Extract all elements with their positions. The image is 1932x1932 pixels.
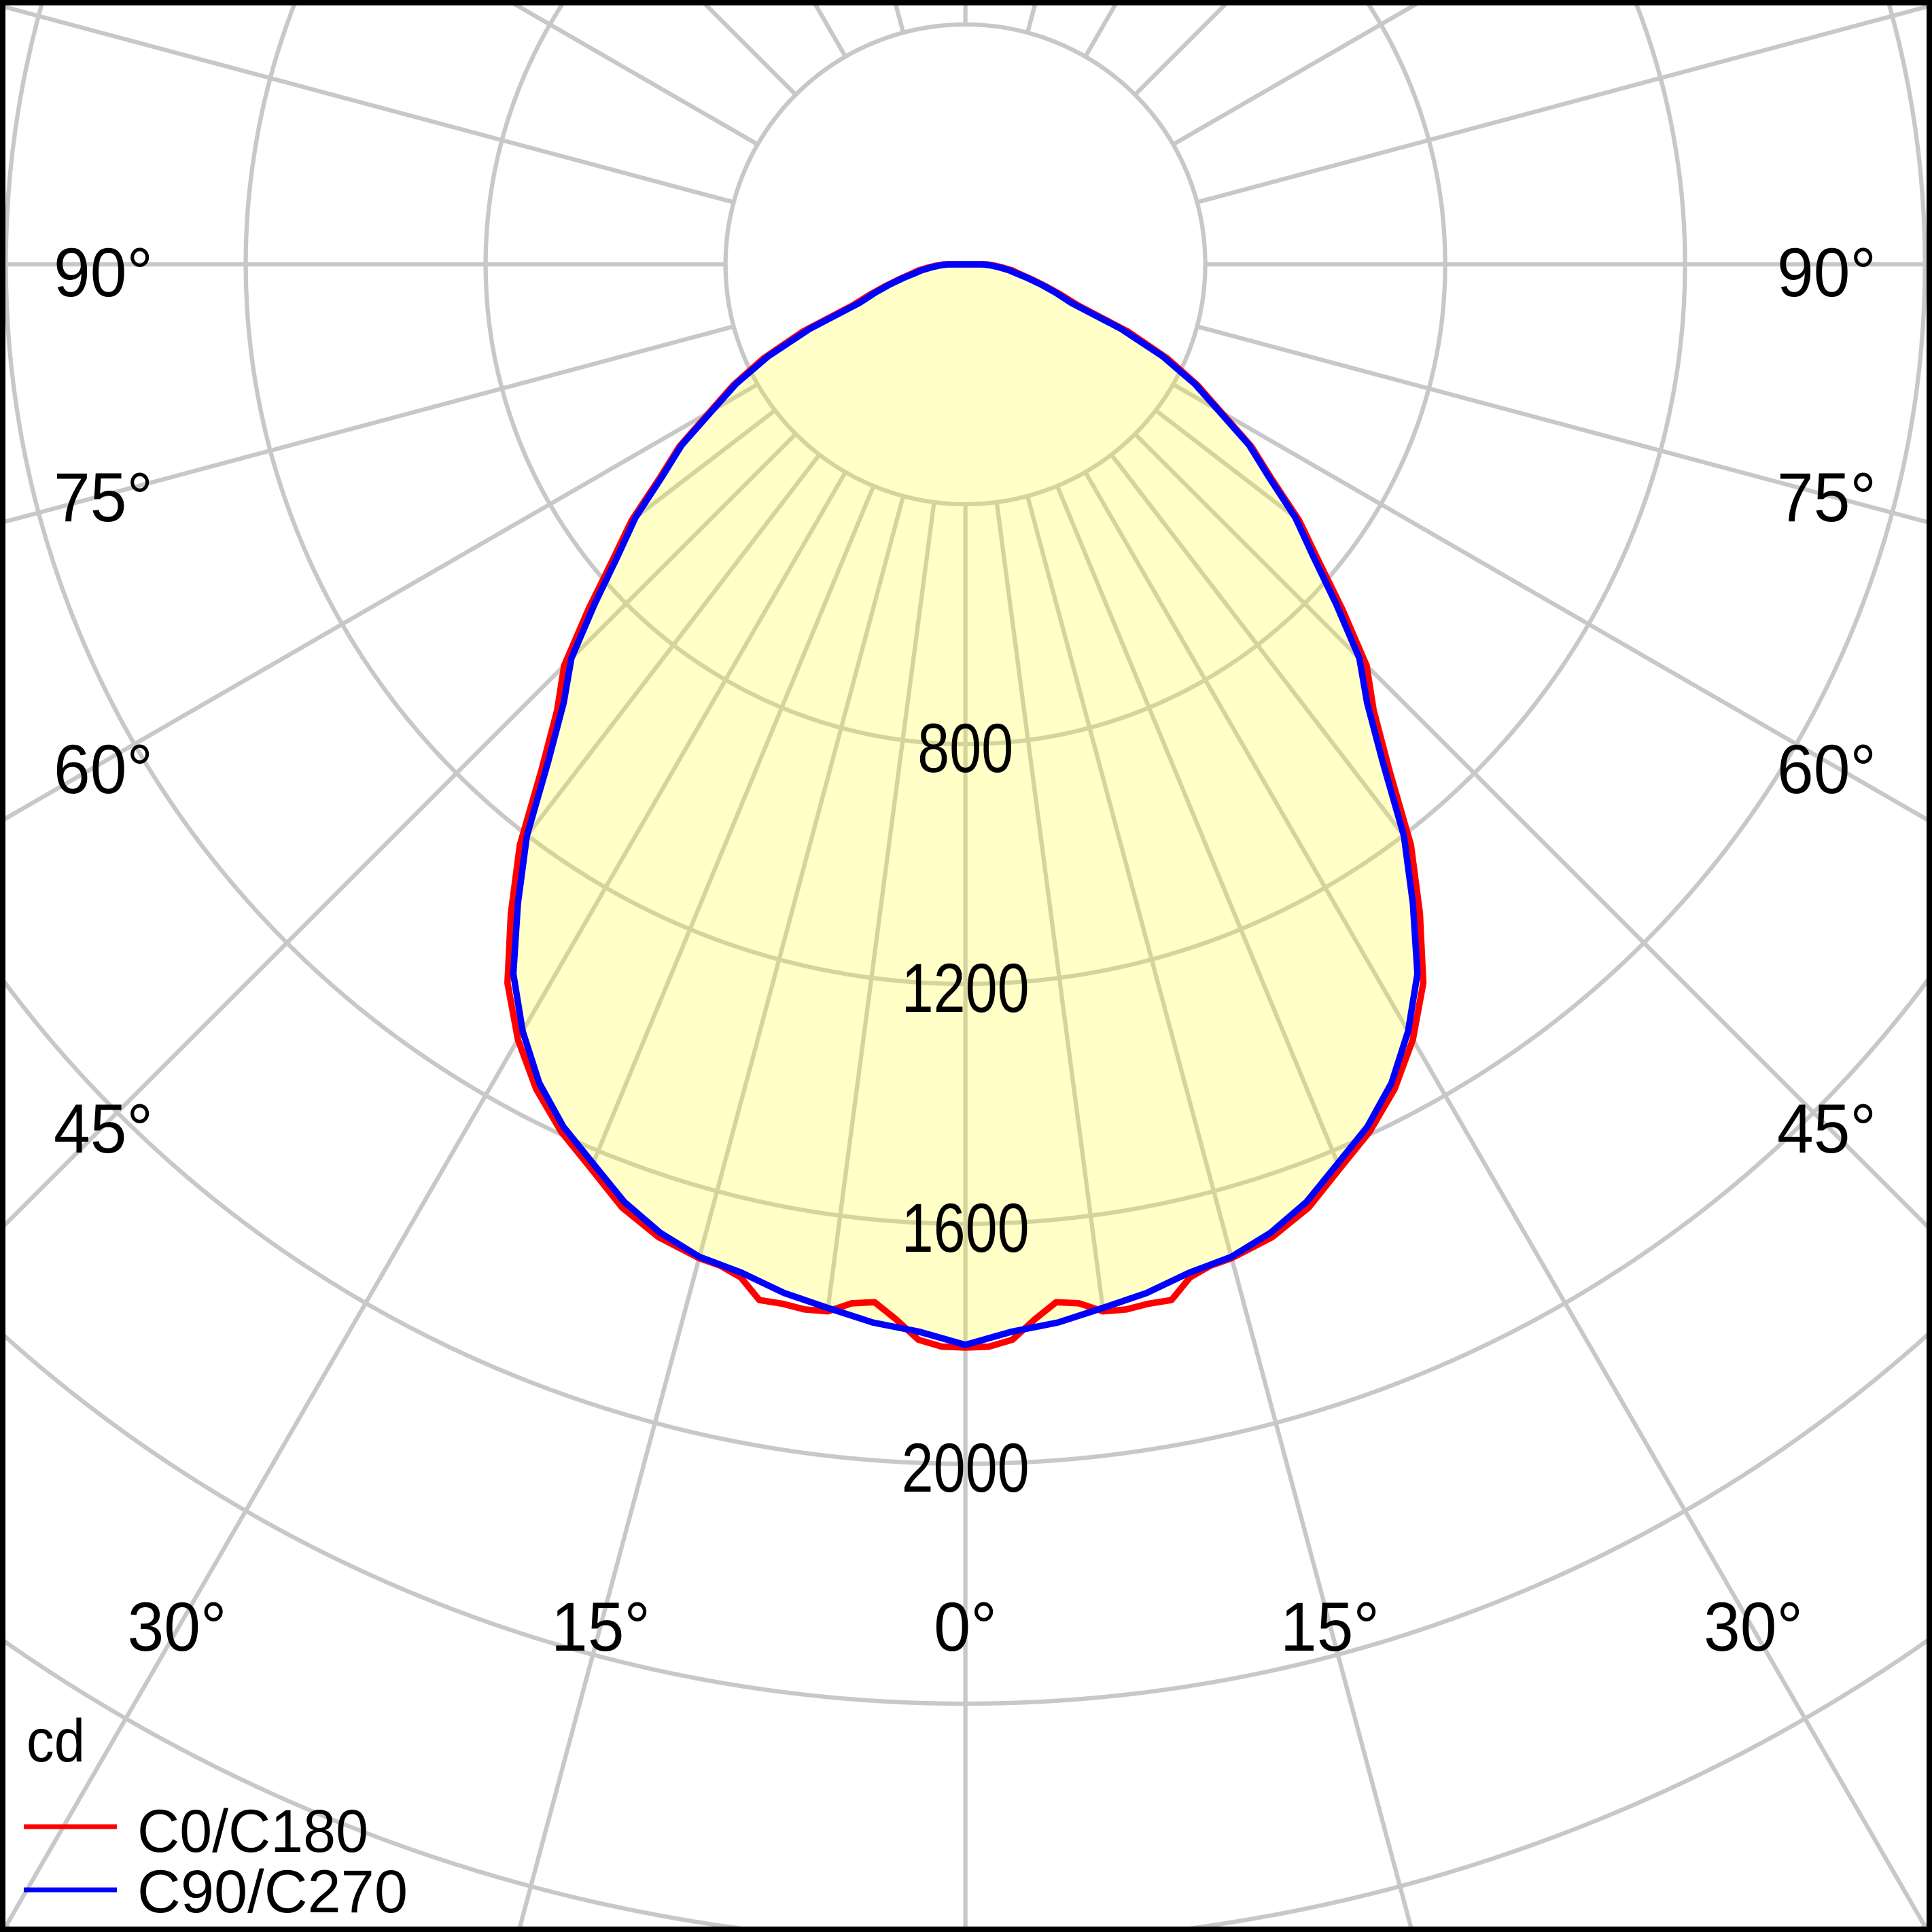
svg-text:30°: 30°: [128, 1588, 227, 1666]
svg-text:15°: 15°: [1280, 1588, 1380, 1666]
svg-text:2000: 2000: [902, 1429, 1030, 1507]
svg-text:800: 800: [917, 709, 1013, 787]
svg-text:90°: 90°: [54, 234, 153, 311]
svg-text:45°: 45°: [54, 1090, 153, 1167]
svg-text:1200: 1200: [902, 949, 1030, 1027]
svg-text:cd: cd: [27, 1706, 85, 1774]
svg-text:90°: 90°: [1777, 234, 1876, 311]
svg-text:45°: 45°: [1777, 1090, 1876, 1167]
svg-text:1600: 1600: [902, 1189, 1030, 1267]
svg-text:C0/C180: C0/C180: [137, 1797, 368, 1865]
svg-text:15°: 15°: [551, 1588, 650, 1666]
svg-text:60°: 60°: [54, 731, 153, 808]
svg-text:0°: 0°: [934, 1588, 997, 1666]
svg-text:60°: 60°: [1777, 731, 1876, 808]
svg-text:30°: 30°: [1704, 1588, 1803, 1666]
svg-text:75°: 75°: [1777, 459, 1876, 536]
svg-text:75°: 75°: [54, 459, 153, 536]
svg-text:C90/C270: C90/C270: [137, 1857, 408, 1925]
